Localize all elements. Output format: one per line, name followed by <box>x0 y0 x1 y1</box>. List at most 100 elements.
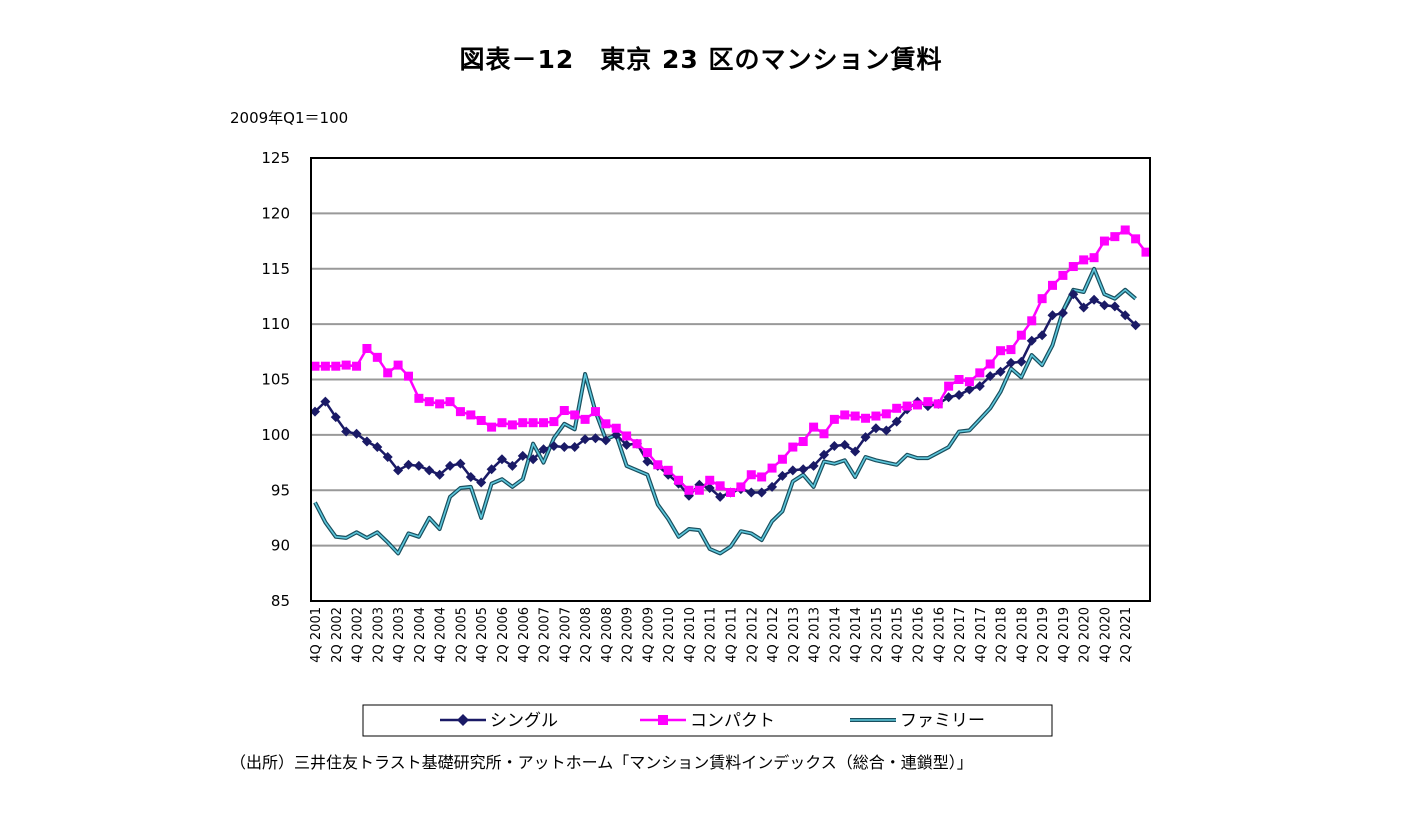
data-point <box>341 426 352 437</box>
data-point <box>580 434 591 445</box>
legend-label: コンパクト <box>690 711 775 731</box>
data-point <box>829 414 839 424</box>
data-point <box>891 416 902 427</box>
data-point <box>746 470 756 480</box>
data-point <box>1089 294 1100 305</box>
data-point <box>705 475 715 485</box>
data-point <box>726 487 735 497</box>
data-point <box>985 359 995 369</box>
x-tick-label: 4Q 2018 <box>1015 607 1030 663</box>
data-point <box>861 413 871 423</box>
x-tick-label: 2Q 2014 <box>828 607 843 663</box>
data-point <box>507 460 518 471</box>
x-tick-label: 2Q 2013 <box>787 607 802 663</box>
data-point <box>809 422 819 432</box>
data-point <box>923 397 933 407</box>
data-point <box>1130 320 1141 331</box>
data-point <box>674 475 684 485</box>
data-point <box>507 420 517 430</box>
data-point <box>528 454 539 465</box>
data-point <box>539 418 549 428</box>
x-tick-label: 2Q 2020 <box>1078 607 1093 663</box>
data-point <box>1027 316 1037 326</box>
y-tick-label: 105 <box>261 371 290 389</box>
x-tick-label: 4Q 2006 <box>517 607 532 663</box>
data-point <box>756 487 767 498</box>
data-point <box>382 452 393 463</box>
data-point <box>362 343 372 353</box>
data-point <box>496 454 507 465</box>
data-point <box>590 433 601 444</box>
data-point <box>944 381 954 391</box>
x-tick-label: 2Q 2015 <box>870 607 885 663</box>
data-point <box>372 442 383 453</box>
legend-label: ファミリー <box>900 711 985 731</box>
data-point <box>1047 310 1058 321</box>
data-point <box>455 407 465 417</box>
chart-title: 図表－12 東京 23 区のマンション賃料 <box>459 45 943 74</box>
x-tick-label: 4Q 2020 <box>1098 607 1113 663</box>
data-point <box>1099 236 1109 246</box>
data-point <box>403 459 414 470</box>
data-point <box>487 422 497 432</box>
data-point <box>975 368 985 378</box>
legend-marker <box>658 715 668 725</box>
data-point <box>1026 335 1037 346</box>
x-tick-label: 2Q 2012 <box>745 607 760 663</box>
legend: シングル コンパクト ファミリー <box>362 704 1053 737</box>
data-point <box>818 449 829 460</box>
data-point <box>1068 262 1078 272</box>
x-tick-label: 4Q 2014 <box>849 607 864 663</box>
data-point <box>393 465 404 476</box>
data-point <box>632 439 642 449</box>
y-tick-label: 85 <box>271 592 290 610</box>
data-point <box>445 397 455 407</box>
data-point <box>1089 253 1099 263</box>
x-tick-label: 2Q 2008 <box>579 607 594 663</box>
data-point <box>694 485 704 495</box>
data-point <box>518 418 528 428</box>
data-point <box>1141 247 1151 257</box>
data-point <box>549 417 559 427</box>
data-point <box>819 429 829 439</box>
data-point <box>798 437 808 447</box>
data-point <box>435 399 445 409</box>
data-point <box>663 465 673 475</box>
x-tick-label: 4Q 2010 <box>683 607 698 663</box>
data-point <box>1079 255 1089 265</box>
data-point <box>985 371 996 382</box>
data-point <box>653 460 663 470</box>
data-point <box>1006 345 1016 355</box>
data-point <box>601 419 611 429</box>
data-point <box>892 403 902 413</box>
data-point <box>569 442 580 453</box>
data-point <box>704 483 715 494</box>
y-tick-label: 90 <box>271 537 290 555</box>
data-point <box>331 361 341 371</box>
data-point <box>622 431 632 441</box>
data-point <box>466 410 476 420</box>
data-point <box>777 470 788 481</box>
data-point <box>746 487 757 498</box>
x-tick-label: 2Q 2011 <box>704 607 719 663</box>
data-point <box>860 432 871 443</box>
data-point <box>352 361 362 371</box>
data-point <box>310 361 320 371</box>
data-point <box>1068 289 1079 300</box>
data-point <box>445 460 456 471</box>
data-point <box>767 481 778 492</box>
x-tick-label: 4Q 2004 <box>434 607 449 663</box>
x-tick-label: 4Q 2013 <box>808 607 823 663</box>
data-point <box>943 392 954 403</box>
data-point <box>840 410 850 420</box>
data-point <box>372 352 382 362</box>
series-layer <box>310 225 1151 556</box>
data-point <box>871 411 881 421</box>
data-point <box>1016 356 1027 367</box>
data-point <box>590 407 600 417</box>
x-tick-label: 4Q 2001 <box>309 607 324 663</box>
data-point <box>528 418 538 428</box>
data-point <box>320 396 331 407</box>
data-point <box>881 425 892 436</box>
data-point <box>642 456 653 467</box>
